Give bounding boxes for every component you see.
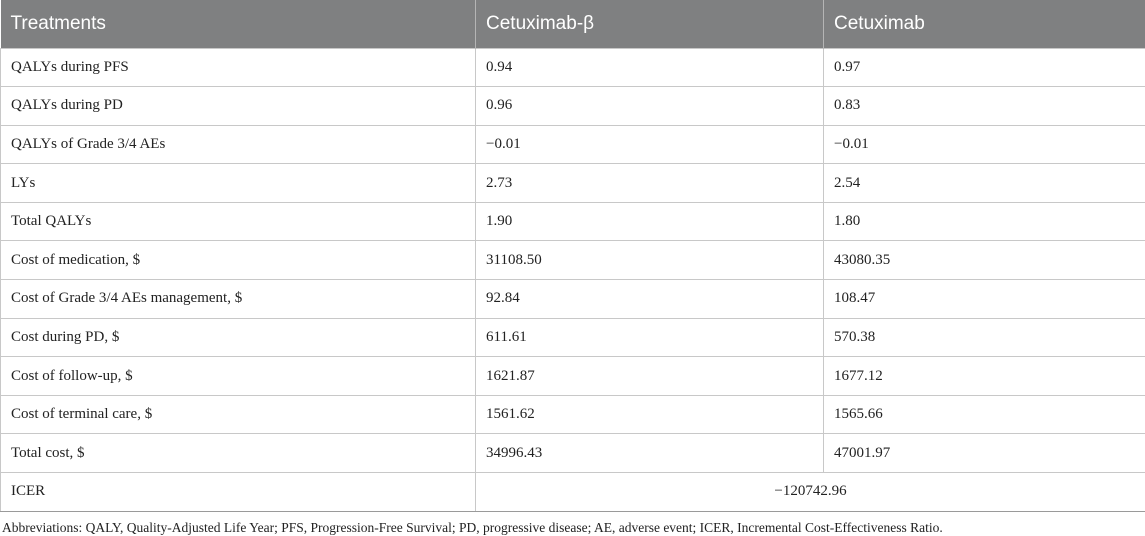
cell-cetuximab-beta: 1.90 [476, 202, 824, 241]
table-row: QALYs during PD 0.96 0.83 [1, 87, 1145, 126]
cell-cetuximab: 0.97 [824, 48, 1145, 87]
table-row: Total QALYs 1.90 1.80 [1, 202, 1145, 241]
table-row: Total cost, $ 34996.43 47001.97 [1, 434, 1145, 473]
table-row: QALYs of Grade 3/4 AEs −0.01 −0.01 [1, 125, 1145, 164]
icer-row: ICER −120742.96 [1, 473, 1145, 512]
header-treatments: Treatments [1, 0, 476, 48]
row-label: Cost of medication, $ [1, 241, 476, 280]
results-table: Treatments Cetuximab-β Cetuximab QALYs d… [0, 0, 1145, 512]
cell-cetuximab: 570.38 [824, 318, 1145, 357]
cell-cetuximab: 2.54 [824, 164, 1145, 203]
row-label: QALYs during PFS [1, 48, 476, 87]
cell-cetuximab-beta: 92.84 [476, 280, 824, 319]
cell-cetuximab-beta: 1561.62 [476, 395, 824, 434]
row-label: Cost during PD, $ [1, 318, 476, 357]
cell-cetuximab-beta: 2.73 [476, 164, 824, 203]
row-label: LYs [1, 164, 476, 203]
table-row: Cost of follow-up, $ 1621.87 1677.12 [1, 357, 1145, 396]
cell-cetuximab: 1.80 [824, 202, 1145, 241]
table-row: Cost of medication, $ 31108.50 43080.35 [1, 241, 1145, 280]
row-label: Total QALYs [1, 202, 476, 241]
table-row: Cost of Grade 3/4 AEs management, $ 92.8… [1, 280, 1145, 319]
abbreviations-footnote: Abbreviations: QALY, Quality-Adjusted Li… [0, 520, 1145, 536]
cell-cetuximab: 108.47 [824, 280, 1145, 319]
table-row: LYs 2.73 2.54 [1, 164, 1145, 203]
cell-cetuximab: 0.83 [824, 87, 1145, 126]
cell-cetuximab-beta: 31108.50 [476, 241, 824, 280]
cell-cetuximab-beta: 0.94 [476, 48, 824, 87]
cell-cetuximab: −0.01 [824, 125, 1145, 164]
cell-cetuximab: 1677.12 [824, 357, 1145, 396]
table-row: Cost of terminal care, $ 1561.62 1565.66 [1, 395, 1145, 434]
row-label: Cost of terminal care, $ [1, 395, 476, 434]
row-label: Cost of follow-up, $ [1, 357, 476, 396]
cell-cetuximab-beta: −0.01 [476, 125, 824, 164]
cell-cetuximab-beta: 611.61 [476, 318, 824, 357]
header-cetuximab: Cetuximab [824, 0, 1145, 48]
icer-value: −120742.96 [476, 473, 1145, 512]
row-label: Total cost, $ [1, 434, 476, 473]
cell-cetuximab-beta: 0.96 [476, 87, 824, 126]
cell-cetuximab: 43080.35 [824, 241, 1145, 280]
cell-cetuximab: 1565.66 [824, 395, 1145, 434]
table-body: QALYs during PFS 0.94 0.97 QALYs during … [1, 48, 1145, 511]
row-label: Cost of Grade 3/4 AEs management, $ [1, 280, 476, 319]
table-row: QALYs during PFS 0.94 0.97 [1, 48, 1145, 87]
icer-label: ICER [1, 473, 476, 512]
cell-cetuximab-beta: 1621.87 [476, 357, 824, 396]
header-cetuximab-beta: Cetuximab-β [476, 0, 824, 48]
cell-cetuximab: 47001.97 [824, 434, 1145, 473]
table-row: Cost during PD, $ 611.61 570.38 [1, 318, 1145, 357]
table-header-row: Treatments Cetuximab-β Cetuximab [1, 0, 1145, 48]
row-label: QALYs during PD [1, 87, 476, 126]
cell-cetuximab-beta: 34996.43 [476, 434, 824, 473]
row-label: QALYs of Grade 3/4 AEs [1, 125, 476, 164]
